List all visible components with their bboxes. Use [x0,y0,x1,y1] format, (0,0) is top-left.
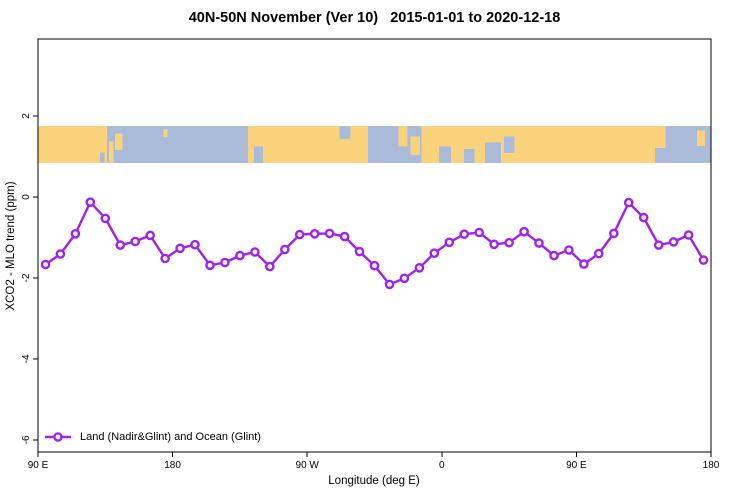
data-point [489,239,499,250]
map-band-segment-land [38,126,107,163]
data-point [235,250,245,261]
x-tick-label: 0 [439,460,445,471]
data-point [698,255,709,265]
data-point [309,228,320,239]
map-band-segment-land [421,126,655,163]
data-point [190,239,200,250]
data-point [130,236,140,247]
data-point [205,260,215,271]
data-point [339,231,350,242]
data-point [564,245,574,255]
map-band-patch-land [109,141,114,163]
data-point [279,244,290,255]
map-band-patch-land [163,129,168,138]
map-band-segment-ocean [106,126,249,163]
x-tick-label: 180 [164,460,181,471]
data-point [638,212,649,223]
data-point [623,197,634,208]
data-point [250,247,260,257]
legend-label: Land (Nadir&Glint) and Ocean (Glint) [80,431,261,443]
data-point [653,240,664,250]
data-point [609,228,619,239]
plot-border [37,38,712,453]
data-point [474,227,485,238]
data-point [220,257,230,268]
map-band-patch-ocean [438,146,451,163]
data-point [683,230,694,240]
map-band-patch-land [115,133,123,151]
data-point [40,259,51,270]
data-point [160,253,170,264]
map-band-patch-ocean [464,148,475,163]
y-tick-label: -6 [21,435,32,444]
x-axis-title: Longitude (deg E) [328,475,420,487]
map-band-patch-land [654,126,666,149]
data-point [324,228,335,239]
data-point [534,238,544,248]
data-point [354,246,365,257]
data-point [668,237,679,247]
y-tick-label: -2 [21,273,32,282]
chart-title: 40N-50N November (Ver 10) 2015-01-01 to … [188,10,561,26]
data-point [70,228,81,239]
data-line [44,200,705,286]
map-band-patch-land [410,136,421,155]
data-point [414,262,425,273]
data-point [294,229,305,240]
data-point [549,250,559,261]
map-band-patch-ocean [254,146,264,163]
data-point [429,248,440,258]
map-band-patch-ocean [503,136,515,153]
data-point [85,197,96,207]
data-point [519,226,529,237]
x-tick-label: 90 E [28,460,49,471]
data-point [264,261,275,272]
data-point [579,259,589,269]
data-point [100,213,111,224]
data-point [594,248,604,259]
map-band-patch-ocean [100,152,105,163]
data-point [175,243,185,254]
map-band-patch-land [398,126,408,147]
data-point [444,237,455,248]
map-band-patch-ocean [339,126,351,139]
data-point [115,240,126,250]
data-point [145,230,155,241]
data-point [459,229,470,239]
data-point [504,237,514,248]
data-point [369,260,380,271]
map-band-patch-ocean [485,142,501,163]
x-tick-label: 90 E [566,460,587,471]
map-band-patch-land [696,130,706,146]
data-point [399,273,410,284]
data-point [55,249,66,259]
legend: Land (Nadir&Glint) and Ocean (Glint) [44,430,261,444]
y-tick-label: 0 [21,194,32,200]
x-tick-label: 90 W [296,460,320,471]
y-tick-label: -4 [21,354,32,363]
x-tick-label: 180 [703,460,720,471]
legend-line-marker-icon [45,432,71,442]
data-point [384,279,395,290]
y-tick-label: 2 [21,113,32,119]
